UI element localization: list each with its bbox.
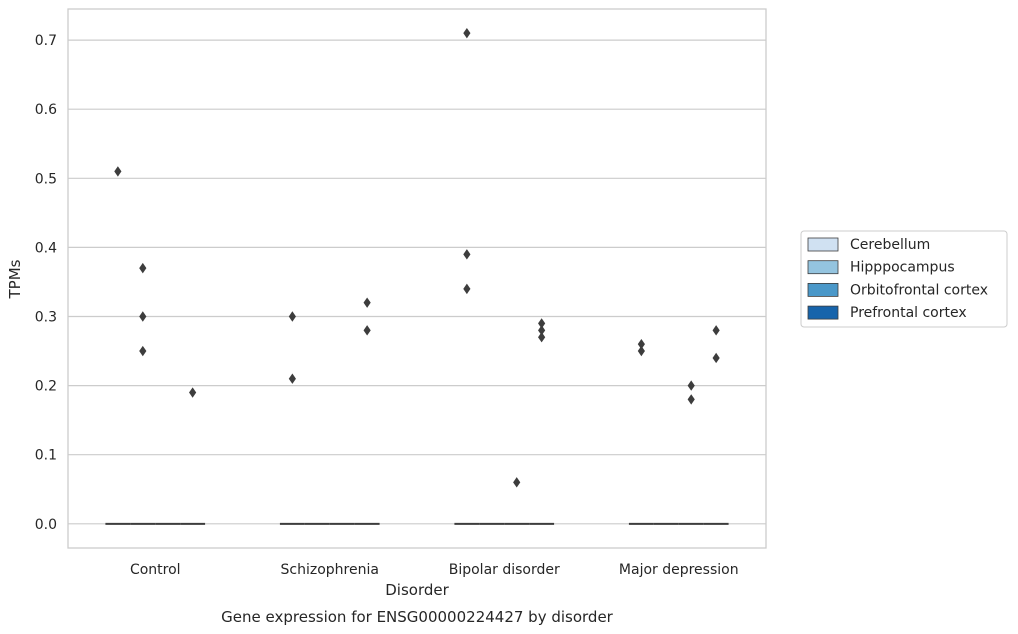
y-tick-label: 0.3 [35,310,57,326]
y-axis-label: TPMs [6,259,24,299]
legend-label: Cerebellum [850,237,930,253]
outlier-point [114,166,122,177]
outlier-point [712,352,720,364]
outlier-point [687,394,695,405]
outlier-point [363,297,371,308]
outlier-point [538,318,546,329]
outlier-point [513,477,521,488]
chart-caption: Gene expression for ENSG00000224427 by d… [221,608,614,626]
outlier-point [288,311,296,322]
outlier-point [288,373,296,384]
x-tick-label: Control [130,562,181,578]
legend-frame [800,230,1008,328]
legend-label: Orbitofrontal cortex [850,282,988,298]
outlier-point [463,283,471,295]
outlier-point [712,325,720,336]
y-tick-label: 0.6 [35,102,57,118]
outlier-point [139,345,147,357]
x-tick-label: Bipolar disorder [449,562,560,578]
outlier-point [139,262,147,274]
y-tick-label: 0.4 [35,240,57,256]
outlier-point [637,345,645,357]
outlier-point [538,325,546,336]
outlier-point [139,311,147,322]
x-tick-labels: Control Schizophrenia Bipolar disorder Majo… [130,562,739,578]
legend-label: Hipppocampus [850,260,955,276]
outlier-point [687,380,695,391]
x-axis-label: Disorder [385,581,449,599]
outlier-point [637,338,645,350]
x-tick-label: Major depression [619,562,739,578]
legend-label: Prefrontal cortex [850,305,967,321]
legend-swatch [807,237,839,252]
y-tick-label: 0.7 [35,33,57,49]
x-tick-label: Schizophrenia [281,562,379,578]
outlier-point [538,332,546,343]
legend-swatch [807,282,839,297]
legend: Cerebellum Hipppocampus Orbitofrontal cort… [800,230,1008,328]
outlier-point [463,27,471,39]
outliers [114,27,720,488]
y-tick-label: 0.0 [35,517,57,533]
y-tick-label: 0.1 [35,448,57,464]
legend-swatch [807,260,839,275]
y-tick-labels: 0.0 0.1 0.2 0.3 0.4 0.5 0.6 0.7 [35,33,57,533]
plot-frame [67,8,767,549]
outlier-point [363,325,371,336]
outlier-point [463,249,471,260]
y-tick-label: 0.2 [35,379,57,395]
outlier-point [189,387,197,398]
gridlines [68,39,766,525]
y-tick-label: 0.5 [35,171,57,187]
legend-swatch [807,305,839,320]
